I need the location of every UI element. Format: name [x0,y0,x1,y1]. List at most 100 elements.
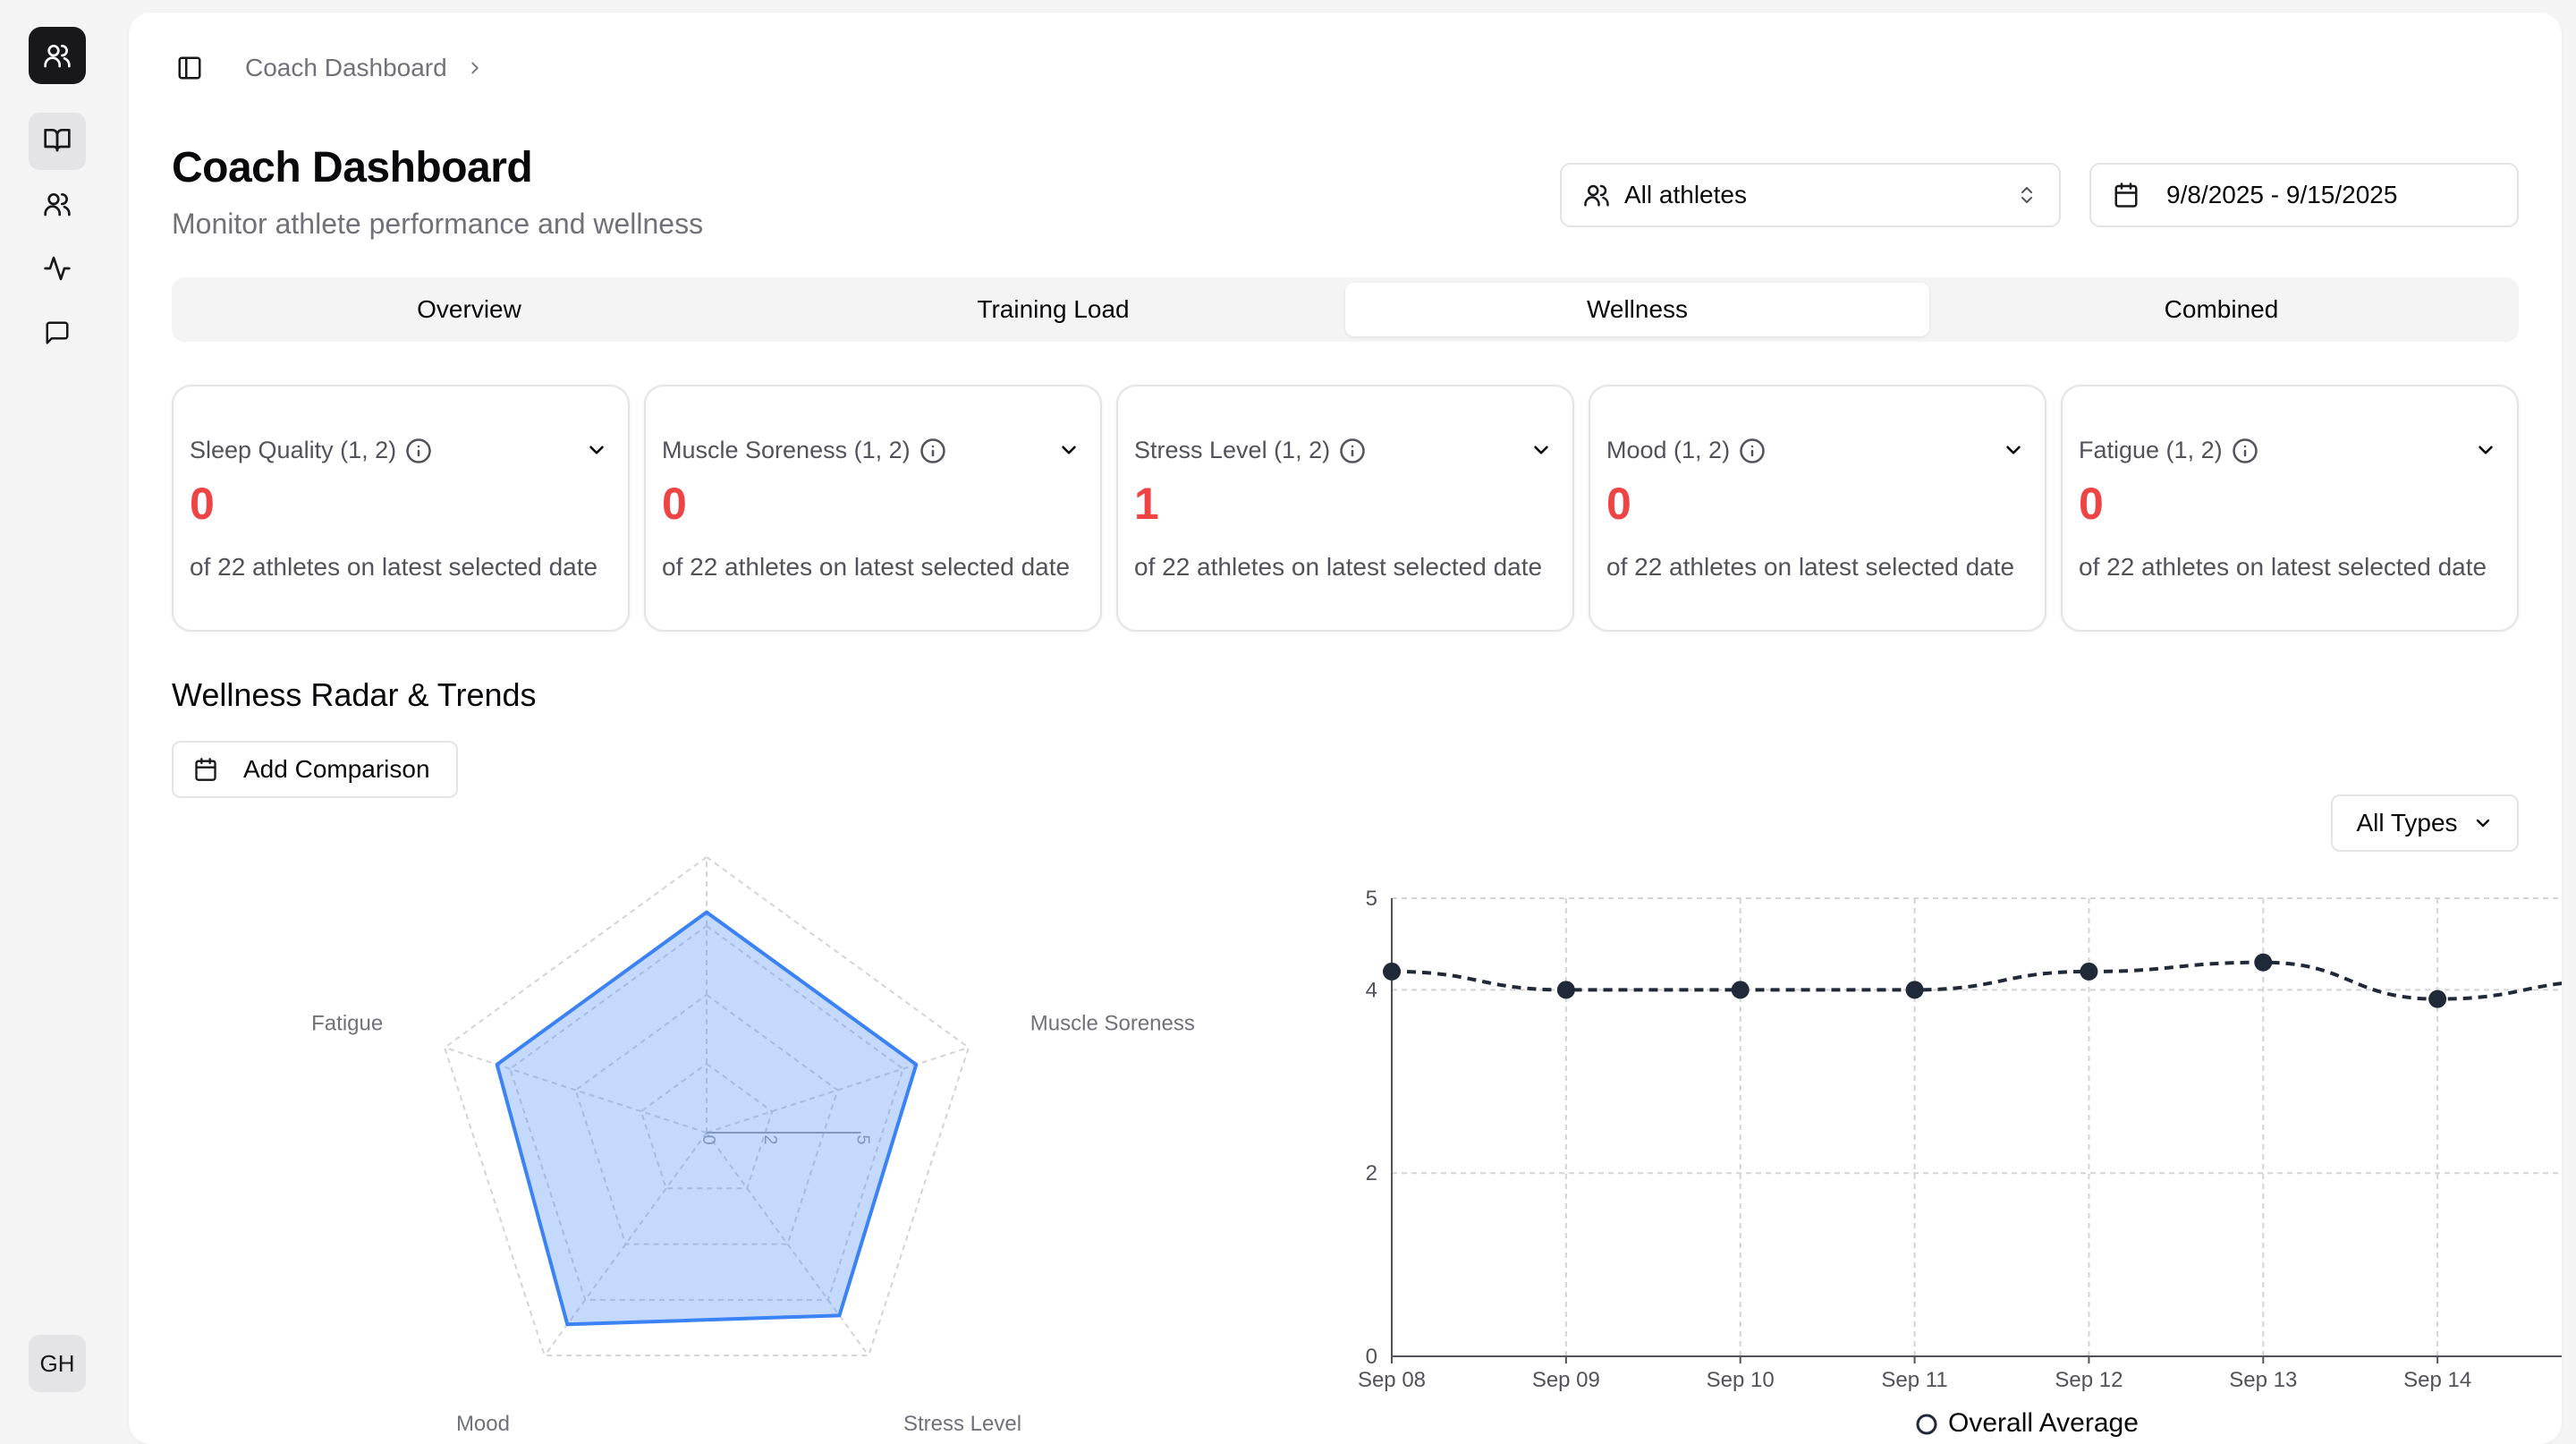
radar-axis-label: Stress Level [903,1412,1021,1436]
card-title-label: Stress Level (1, 2) [1134,437,1331,463]
radar-series-area [495,910,919,1327]
metric-card-fatigue[interactable]: Fatigue (1, 2) 0 of 22 athletes on lates… [2061,385,2519,632]
card-title-label: Sleep Quality (1, 2) [190,437,397,463]
radar-axis-label: Mood [456,1412,510,1436]
section-title: Wellness Radar & Trends [172,676,537,713]
card-value: 0 [662,479,687,529]
add-comparison-label: Add Comparison [243,755,430,783]
card-description: of 22 athletes on latest selected date [1134,553,1543,581]
radar-axis-label: Fatigue [311,1012,383,1036]
metric-card-muscle-soreness[interactable]: Muscle Soreness (1, 2) 0 of 22 athletes … [644,385,1102,632]
info-icon[interactable] [919,437,946,464]
main-panel: Coach Dashboard Coach Dashboard Monitor … [129,13,2562,1444]
calendar-icon [2113,182,2140,208]
chevron-down-icon[interactable] [1530,438,1553,462]
topbar: Coach Dashboard [172,39,485,97]
sidebar-item-book[interactable] [29,113,86,170]
x-tick-label: Sep 10 [1707,1368,1775,1392]
data-point [2254,953,2273,972]
info-icon[interactable] [1739,437,1766,464]
radar-spoke [444,1046,708,1134]
metric-card-sleep-quality[interactable]: Sleep Quality (1, 2) 0 of 22 athletes on… [172,385,630,632]
radar-spoke [706,1132,869,1356]
radar-grid-ring [443,855,970,1357]
chevron-down-icon[interactable] [2474,438,2497,462]
date-range-value: 9/8/2025 - 9/15/2025 [2166,181,2398,208]
sidebar-item-activity[interactable] [29,242,86,299]
info-icon[interactable] [2232,437,2258,464]
message-square-icon [44,319,71,351]
date-range-picker[interactable]: 9/8/2025 - 9/15/2025 [2089,163,2519,227]
legend-label: Overall Average [1948,1408,2139,1438]
tab-combined[interactable]: Combined [2164,295,2279,323]
activity-icon [43,254,72,287]
data-point [1905,981,1924,999]
card-value: 0 [1606,479,1631,529]
tab-bar: Overview Training Load Wellness Combined [172,277,2519,342]
sidebar: GH [0,0,125,1421]
card-description: of 22 athletes on latest selected date [662,553,1071,581]
info-icon[interactable] [1339,437,1366,464]
data-point [1731,981,1750,999]
chevron-down-icon[interactable] [2002,438,2025,462]
data-point [1383,962,1401,981]
card-value: 1 [1134,479,1159,529]
card-description: of 22 athletes on latest selected date [190,553,598,581]
app-logo-users-icon[interactable] [29,27,86,84]
sidebar-toggle-icon[interactable] [172,50,208,86]
chevron-down-icon [2472,812,2494,834]
card-title-label: Fatigue (1, 2) [2079,437,2223,463]
card-title: Fatigue (1, 2) [2079,437,2258,464]
card-description: of 22 athletes on latest selected date [2079,553,2487,581]
card-title: Sleep Quality (1, 2) [190,437,432,464]
tab-wellness[interactable]: Wellness [1345,283,1929,336]
x-tick-label: Sep 11 [1881,1368,1947,1392]
radar-grid-ring [574,993,839,1245]
breadcrumb[interactable]: Coach Dashboard [245,54,447,81]
info-icon[interactable] [405,437,432,464]
y-tick-label: 0 [1366,1345,1377,1369]
card-description: of 22 athletes on latest selected date [1606,553,2015,581]
card-value: 0 [190,479,215,529]
y-tick-label: 2 [1366,1161,1377,1185]
athlete-select[interactable]: All athletes [1560,163,2061,227]
avatar[interactable]: GH [29,1335,86,1392]
users-icon [1583,182,1610,208]
athlete-select-value: All athletes [1624,181,1747,208]
radar-spoke [544,1132,708,1356]
users-icon [43,190,72,223]
x-tick-label: Sep 12 [2055,1368,2123,1392]
y-tick-label: 4 [1366,978,1377,1002]
tab-overview[interactable]: Overview [417,295,521,323]
radar-spoke [706,1046,970,1134]
line-chart: 0 2 4 5 Sep 08 Sep 09 Sep 10 Sep 11 Sep 12 Sep 13… [1358,887,2562,1438]
x-tick-label: Sep 13 [2229,1368,2297,1392]
legend-marker [1916,1414,1937,1435]
chevron-down-icon[interactable] [585,438,608,462]
data-point [1556,981,1575,999]
page-title: Coach Dashboard [172,144,533,191]
x-tick-label: Sep 08 [1358,1368,1426,1392]
chevron-down-icon[interactable] [1057,438,1080,462]
card-title: Mood (1, 2) [1606,437,1766,464]
radar-axis-label: Muscle Soreness [1030,1012,1195,1036]
metric-card-stress-level[interactable]: Stress Level (1, 2) 1 of 22 athletes on … [1116,385,1574,632]
calendar-icon [193,757,218,782]
type-filter-select[interactable]: All Types [2331,794,2519,852]
book-open-icon [43,125,72,158]
radar-tick-label: 0 [699,1134,718,1144]
add-comparison-button[interactable]: Add Comparison [172,741,458,798]
metric-card-mood[interactable]: Mood (1, 2) 0 of 22 athletes on latest s… [1589,385,2046,632]
x-tick-label: Sep 09 [1532,1368,1600,1392]
tab-training-load[interactable]: Training Load [977,295,1130,323]
sidebar-item-messages[interactable] [29,306,86,363]
page-subtitle: Monitor athlete performance and wellness [172,208,704,240]
card-title: Muscle Soreness (1, 2) [662,437,946,464]
series-line-overall-average [1391,960,2562,1001]
radar-tick-label: 2 [760,1134,780,1144]
sidebar-item-athletes[interactable] [29,177,86,234]
card-title-label: Mood (1, 2) [1606,437,1731,463]
type-filter-value: All Types [2356,809,2458,837]
radar-tick-label: 5 [852,1134,872,1144]
